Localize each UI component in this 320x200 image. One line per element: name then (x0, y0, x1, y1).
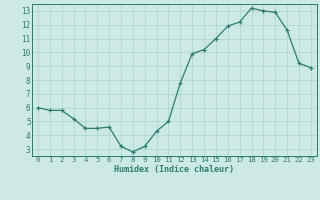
X-axis label: Humidex (Indice chaleur): Humidex (Indice chaleur) (115, 165, 234, 174)
